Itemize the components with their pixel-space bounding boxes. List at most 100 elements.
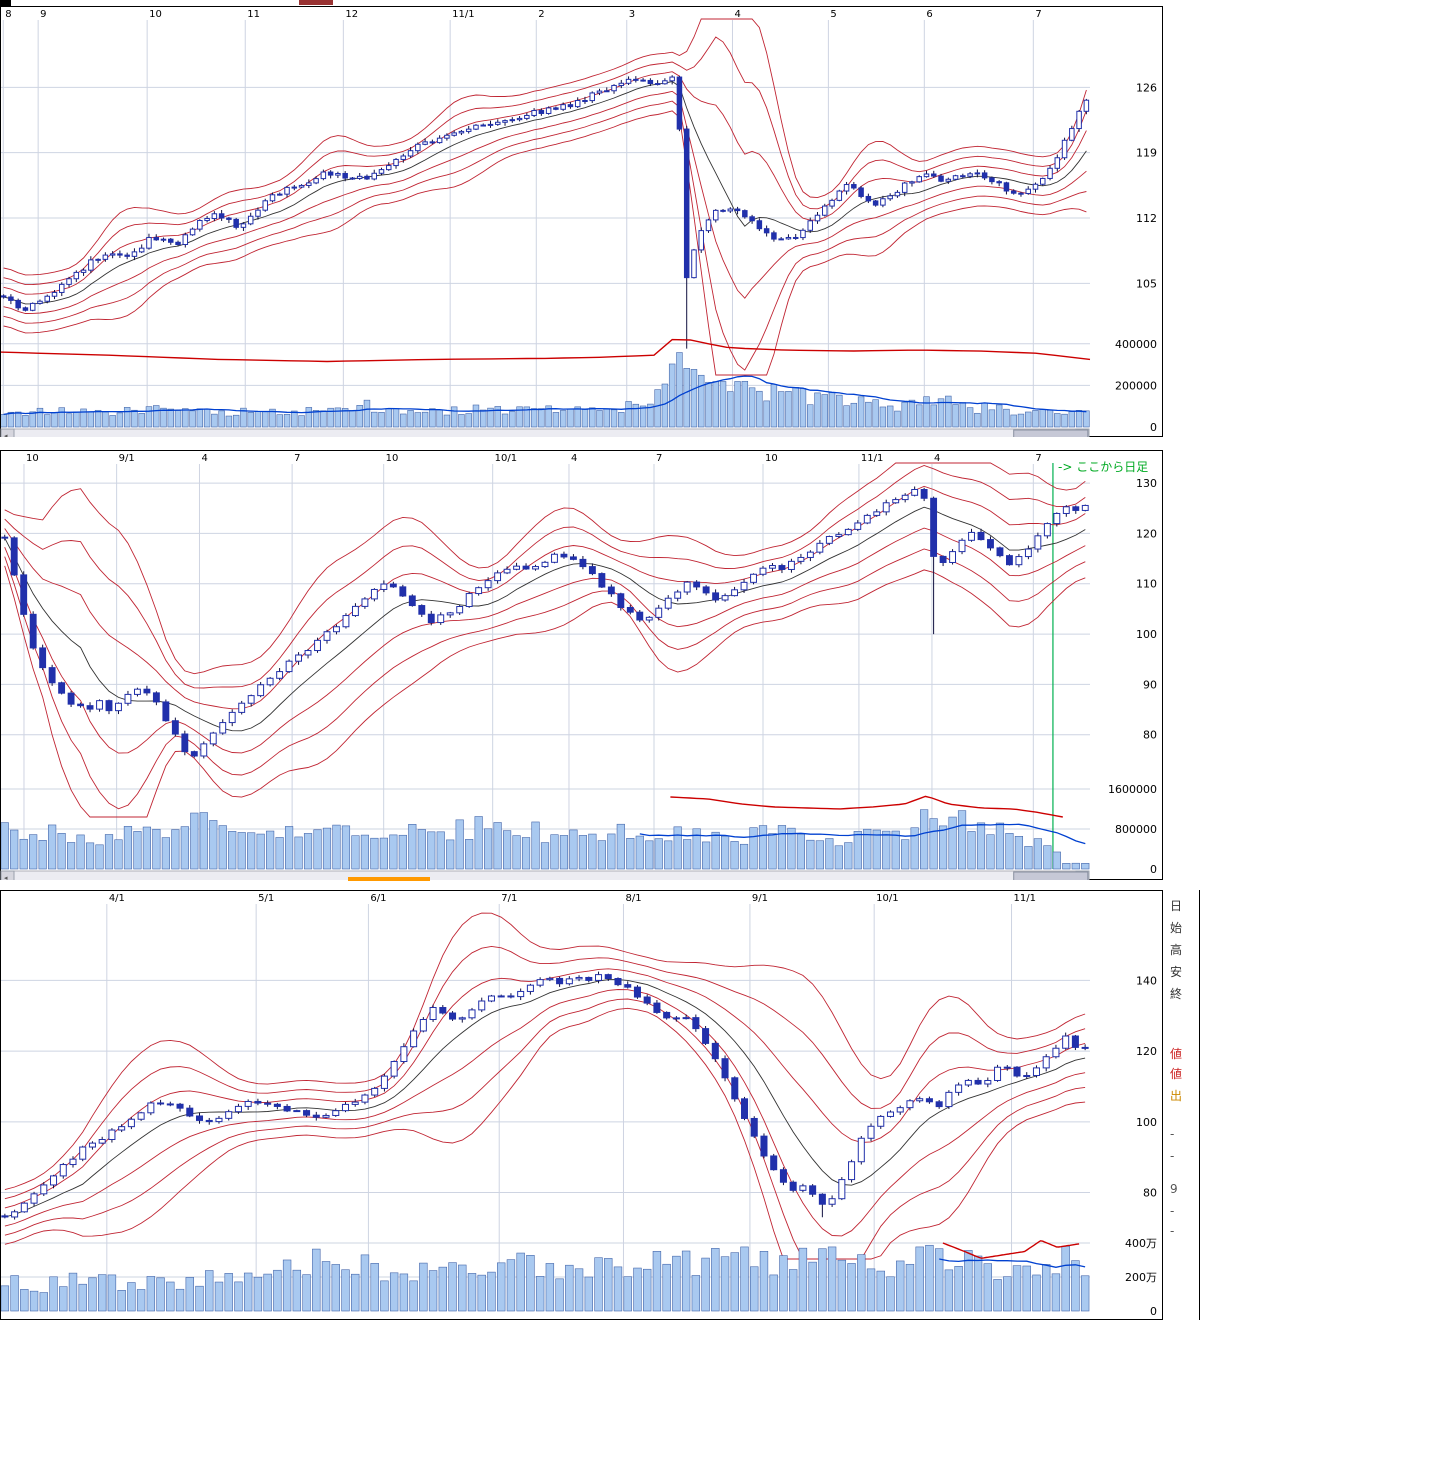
volume-ma-red-line	[0, 338, 1091, 363]
strip-char: -	[1170, 1149, 1175, 1163]
strip-char: 始	[1170, 921, 1183, 935]
bollinger-bands-layer	[3, 18, 1087, 376]
price-tick-label: 130	[1136, 477, 1157, 490]
volume-tick-label: 200万	[1125, 1271, 1157, 1284]
right-strip-border	[1199, 890, 1200, 1320]
x-axis-label: 10	[26, 453, 39, 464]
price-tick-label: 126	[1136, 81, 1157, 94]
price-tick-label: 90	[1143, 678, 1157, 691]
bollinger-bands-layer	[4, 462, 1086, 818]
strip-char: 9	[1170, 1182, 1178, 1196]
volume-tick-label: 0	[1150, 863, 1157, 876]
x-axis-label: 10	[149, 9, 162, 20]
panel-3: 4/1 5/1 6/1 7/1 8/1 9/1 10/1 11/1 140 120 100 80 400…	[0, 890, 1163, 1320]
x-axis-label: 7	[1035, 9, 1041, 20]
price-tick-label: 140	[1136, 974, 1157, 987]
volume-ma-blue-line	[939, 1258, 1086, 1268]
strip-char: -	[1170, 1224, 1175, 1238]
x-axis-label: 2	[538, 9, 544, 20]
grid-layer	[0, 464, 1090, 869]
chart-svg-3: 4/1 5/1 6/1 7/1 8/1 9/1 10/1 11/1 140 120 100 80 400…	[0, 890, 1163, 1320]
volume-ma-red-line	[670, 795, 1063, 818]
price-tick-label: 100	[1136, 628, 1157, 641]
x-axis-label: 11/1	[861, 453, 883, 464]
moving-average-center-line	[4, 506, 1086, 732]
strip-char: 終	[1170, 987, 1183, 1001]
volume-ma-red-line	[942, 1240, 1080, 1259]
strip-char: 値	[1170, 1067, 1183, 1081]
panel-border	[0, 6, 1163, 437]
moving-average-center-line	[4, 979, 1086, 1218]
panel-border	[0, 450, 1163, 880]
strip-char: 高	[1170, 943, 1183, 957]
volume-tick-label: 200000	[1115, 379, 1157, 392]
candles-layer	[0, 75, 1090, 349]
window-chrome-fragment	[0, 0, 11, 7]
horizontal-scrollbar[interactable]: ◂▸	[0, 870, 1090, 884]
x-axis-label: 4	[571, 453, 577, 464]
chart-svg-1: 8 9 10 11 12 11/1 2 3 4 5 6 7 126 119 112 105 400000 2000…	[0, 6, 1163, 442]
axis-labels-layer: 4/1 5/1 6/1 7/1 8/1 9/1 10/1 11/1 140 120 100 80 400…	[109, 893, 1157, 1318]
svg-text:◂: ◂	[4, 874, 8, 880]
window-chrome-fragment-2	[299, 0, 333, 5]
horizontal-scrollbar[interactable]: ◂▸	[0, 428, 1090, 442]
x-axis-label: 10/1	[876, 893, 898, 904]
volume-tick-label: 400万	[1125, 1237, 1157, 1250]
grid-layer	[0, 20, 1090, 427]
x-axis-label: 7	[656, 453, 662, 464]
x-axis-label: 11	[247, 9, 260, 20]
price-tick-label: 80	[1143, 1187, 1157, 1200]
x-axis-label: 11/1	[1014, 893, 1036, 904]
price-tick-label: 110	[1136, 578, 1157, 591]
x-axis-label: 10/1	[495, 453, 517, 464]
x-axis-label: 4	[201, 453, 207, 464]
volume-ma-blue-line	[639, 823, 1086, 845]
volume-tick-label: 400000	[1115, 338, 1157, 351]
x-axis-label: 7	[1035, 453, 1041, 464]
x-axis-label: 6/1	[370, 893, 386, 904]
bollinger-bands-layer	[4, 912, 1086, 1260]
strip-char: 日	[1170, 899, 1183, 913]
panel-2: 10 9/1 4 7 10 10/1 4 7 10 11/1 4 7 130 120 110 100 90 80 1…	[0, 450, 1163, 884]
strip-char: 値	[1170, 1047, 1183, 1061]
x-axis-label: 11/1	[452, 9, 474, 20]
axis-labels-layer: 8 9 10 11 12 11/1 2 3 4 5 6 7 126 119 112 105 400000 2000…	[5, 9, 1157, 434]
chart-svg-2: 10 9/1 4 7 10 10/1 4 7 10 11/1 4 7 130 120 110 100 90 80 1…	[0, 450, 1163, 884]
panel-1: 8 9 10 11 12 11/1 2 3 4 5 6 7 126 119 112 105 400000 2000…	[0, 6, 1163, 442]
x-axis-label: 7/1	[501, 893, 517, 904]
price-tick-label: 112	[1136, 212, 1157, 225]
price-tick-label: 100	[1136, 1116, 1157, 1129]
strip-char: 安	[1170, 965, 1183, 979]
daily-annotation: -> ここから日足	[1058, 460, 1149, 474]
volume-bars-layer	[0, 1244, 1090, 1312]
x-axis-label: 9/1	[752, 893, 768, 904]
x-axis-label: 7	[294, 453, 300, 464]
x-axis-label: 5/1	[258, 893, 274, 904]
x-axis-label: 8/1	[625, 893, 641, 904]
strip-char: 出	[1170, 1089, 1183, 1103]
grid-layer	[0, 904, 1090, 1311]
price-tick-label: 105	[1136, 277, 1157, 290]
x-axis-label: 12	[345, 9, 358, 20]
price-tick-label: 120	[1136, 1045, 1157, 1058]
x-axis-label: 3	[629, 9, 635, 20]
x-axis-label: 4/1	[109, 893, 125, 904]
price-tick-label: 80	[1143, 729, 1157, 742]
scrollbar-thumb[interactable]	[1013, 871, 1089, 883]
axis-labels-layer: 10 9/1 4 7 10 10/1 4 7 10 11/1 4 7 130 120 110 100 90 80 1…	[26, 453, 1157, 876]
volume-tick-label: 0	[1150, 421, 1157, 434]
x-axis-label: 4	[734, 9, 740, 20]
strip-char: -	[1170, 1127, 1175, 1141]
x-axis-label: 10	[765, 453, 778, 464]
volume-tick-label: 0	[1150, 1305, 1157, 1318]
volume-tick-label: 800000	[1115, 823, 1157, 836]
scrollbar-thumb[interactable]	[1013, 429, 1089, 441]
highlight-dash	[348, 877, 430, 881]
volume-ma-blue-line	[3, 375, 1087, 416]
volume-bars-layer	[0, 352, 1090, 428]
x-axis-label: 10	[386, 453, 399, 464]
panel-border	[0, 890, 1163, 1320]
x-axis-label: 5	[830, 9, 836, 20]
x-axis-label: 9/1	[119, 453, 135, 464]
